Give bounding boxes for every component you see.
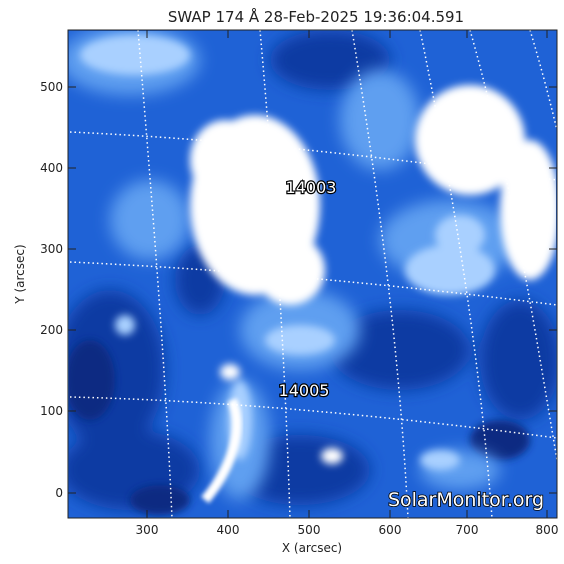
x-tick-label: 400 xyxy=(217,523,240,537)
x-tick-label: 600 xyxy=(379,523,402,537)
x-tick-label: 700 xyxy=(456,523,479,537)
y-axis-ticks xyxy=(68,86,557,494)
y-tick-label: 500 xyxy=(40,80,63,94)
x-axis-ticks xyxy=(146,30,548,518)
y-tick-label: 400 xyxy=(40,161,63,175)
x-tick-label: 800 xyxy=(536,523,559,537)
y-tick-label: 300 xyxy=(40,242,63,256)
y-tick-label: 0 xyxy=(55,486,63,500)
x-axis-label: X (arcsec) xyxy=(282,541,342,555)
y-tick-label: 100 xyxy=(40,404,63,418)
region-label-14003: 14003 xyxy=(286,178,337,197)
image-title: SWAP 174 Å 28-Feb-2025 19:36:04.591 xyxy=(168,7,464,26)
y-axis-tick-labels: 0 100 200 300 400 500 xyxy=(40,80,63,500)
region-label-14005: 14005 xyxy=(279,381,330,400)
solarmonitor-watermark: SolarMonitor.org xyxy=(388,489,544,511)
coordinate-grid xyxy=(69,30,557,518)
solar-euv-image xyxy=(68,30,557,518)
plot-frame xyxy=(67,29,558,519)
x-axis-tick-labels: 300 400 500 600 700 800 xyxy=(136,523,559,537)
y-tick-label: 200 xyxy=(40,323,63,337)
x-tick-label: 500 xyxy=(298,523,321,537)
y-axis-label: Y (arcsec) xyxy=(13,244,27,304)
x-tick-label: 300 xyxy=(136,523,159,537)
